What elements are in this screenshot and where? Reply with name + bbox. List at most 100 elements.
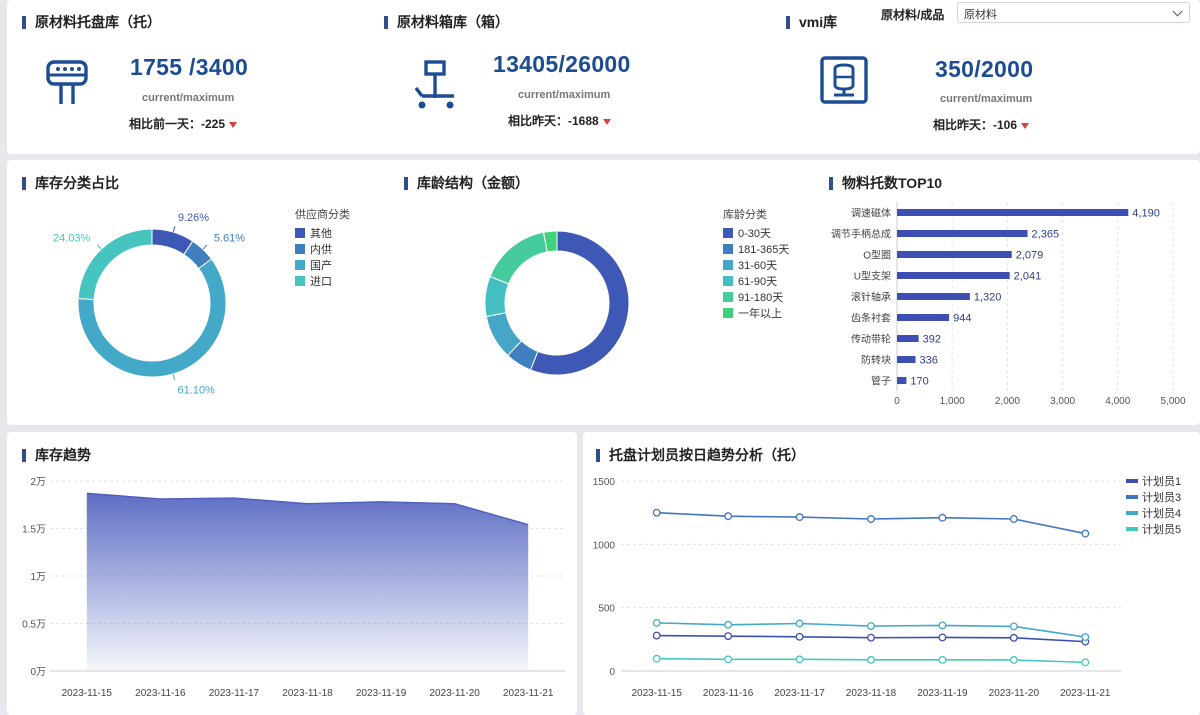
series-point <box>867 633 875 642</box>
top10-bar-chart: 0 1,000 2,000 3,000 4,000 5,000 调速磁体 4,190 调节手柄总… <box>831 202 1186 407</box>
series-point <box>867 515 875 523</box>
compare-value: -106 <box>993 118 1018 132</box>
legend-label: 181-365天 <box>738 244 790 256</box>
selector-label: 原材料/成品 <box>881 8 945 22</box>
x-tick-label: 2023-11-18 <box>282 688 333 699</box>
bar <box>897 377 907 384</box>
x-tick-label: 2023-11-16 <box>135 688 186 699</box>
title-marker <box>22 448 26 462</box>
legend-label: 国产 <box>310 260 332 272</box>
x-tick-label: 2023-11-19 <box>356 688 407 699</box>
series-point <box>938 513 947 522</box>
x-tick-label: 2023-11-20 <box>989 688 1040 699</box>
title-marker <box>596 448 600 462</box>
series-point <box>652 631 661 640</box>
legend-item[interactable]: 其他 <box>295 225 350 241</box>
kpi-sub-vmi: current/maximum <box>940 93 1033 105</box>
series-point <box>867 655 875 664</box>
planner-panel <box>583 432 1200 715</box>
series-point <box>1009 633 1018 642</box>
down-arrow-icon <box>602 118 611 125</box>
legend-item[interactable]: 进口 <box>295 273 350 289</box>
material-select[interactable]: 原材料 <box>957 2 1190 23</box>
series-point <box>1081 633 1090 642</box>
compare-label: 相比昨天： <box>508 114 569 128</box>
slice-label: 24.03% <box>53 232 91 244</box>
legend-item[interactable]: 61-90天 <box>723 273 789 289</box>
legend-label: 计划员3 <box>1142 491 1181 504</box>
bar-category-label: 管子 <box>871 375 891 388</box>
kpi-compare-pallet: 相比前一天：-225 <box>129 115 238 132</box>
series-point <box>1009 622 1018 631</box>
bar-value-label: 2,079 <box>1016 250 1044 262</box>
legend-item[interactable]: 181-365天 <box>723 241 789 257</box>
series-point <box>795 513 804 522</box>
bar-value-label: 392 <box>923 334 941 346</box>
y-tick-label: 0万 <box>30 667 46 678</box>
x-tick-label: 2023-11-15 <box>632 688 683 699</box>
legend-item[interactable]: 91-180天 <box>723 289 789 305</box>
down-arrow-icon <box>1021 122 1030 129</box>
x-tick-label: 2,000 <box>995 396 1020 407</box>
legend-item[interactable]: 一年以上 <box>723 305 789 321</box>
title-marker <box>22 176 26 190</box>
legend-item[interactable]: 0-30天 <box>723 225 789 241</box>
bar-category-label: O型圈 <box>863 249 891 262</box>
legend-swatch <box>1126 479 1138 483</box>
legend-item[interactable]: 国产 <box>295 257 350 273</box>
legend-swatch <box>723 308 733 318</box>
kpi-title-vmi: vmi库 <box>786 12 837 32</box>
series-point <box>724 655 733 664</box>
category-title: 库存分类占比 <box>22 173 119 193</box>
legend-item[interactable]: 内供 <box>295 241 350 257</box>
series-point <box>724 632 733 641</box>
bar-category-label: 滚针轴承 <box>851 291 891 304</box>
title-marker <box>786 15 790 29</box>
slice-label: 9.26% <box>178 212 209 224</box>
bar-category-label: 调节手柄总成 <box>831 228 891 241</box>
donut-slice <box>542 230 558 253</box>
x-tick-label: 2023-11-18 <box>846 688 897 699</box>
bar-value-label: 170 <box>910 376 928 388</box>
legend-label: 61-90天 <box>738 276 778 288</box>
category-legend-title: 供应商分类 <box>295 209 350 221</box>
slice-leader-line <box>172 373 176 380</box>
y-tick-label: 1.5万 <box>22 525 46 536</box>
legend-swatch <box>295 260 305 270</box>
series-point <box>1081 658 1090 667</box>
kpi-value-vmi: 350/2000 <box>935 56 1034 82</box>
age-legend: 库龄分类 0-30天 181-365天 31-60天 61-90天 91-180天 一年以… <box>723 206 789 321</box>
legend-swatch <box>1126 495 1138 499</box>
series-point <box>867 622 875 630</box>
x-tick-label: 2023-11-21 <box>1060 688 1111 699</box>
category-legend: 供应商分类 其他 内供国产 进口 <box>295 206 350 289</box>
legend-label: 计划员4 <box>1142 507 1181 520</box>
compare-label: 相比昨天： <box>933 118 994 132</box>
bar <box>897 209 1129 216</box>
x-tick-label: 2023-11-16 <box>703 688 754 699</box>
x-tick-label: 2023-11-20 <box>429 688 480 699</box>
legend-swatch <box>1126 527 1138 531</box>
series-point <box>652 618 661 627</box>
bar-category-label: 调速磁体 <box>851 207 891 220</box>
legend-label: 31-60天 <box>738 260 778 272</box>
age-legend-title: 库龄分类 <box>723 209 767 221</box>
y-tick-label: 2万 <box>30 477 46 488</box>
bar <box>897 272 1010 279</box>
down-arrow-icon <box>229 121 238 128</box>
legend-item[interactable]: 31-60天 <box>723 257 789 273</box>
bar <box>897 335 919 342</box>
donut-slice <box>77 228 153 300</box>
bar-value-label: 2,041 <box>1014 271 1042 283</box>
bar-value-label: 4,190 <box>1132 208 1160 220</box>
legend-label: 其他 <box>310 228 332 240</box>
bar-value-label: 944 <box>953 313 971 325</box>
series-point <box>1081 529 1090 538</box>
title-marker <box>829 176 833 190</box>
legend-label: 0-30天 <box>738 228 772 240</box>
x-tick-label: 3,000 <box>1050 396 1075 407</box>
age-title: 库龄结构（金额） <box>404 173 529 193</box>
slice-label: 5.61% <box>214 233 245 245</box>
title-marker <box>22 15 26 29</box>
bar <box>897 230 1028 237</box>
